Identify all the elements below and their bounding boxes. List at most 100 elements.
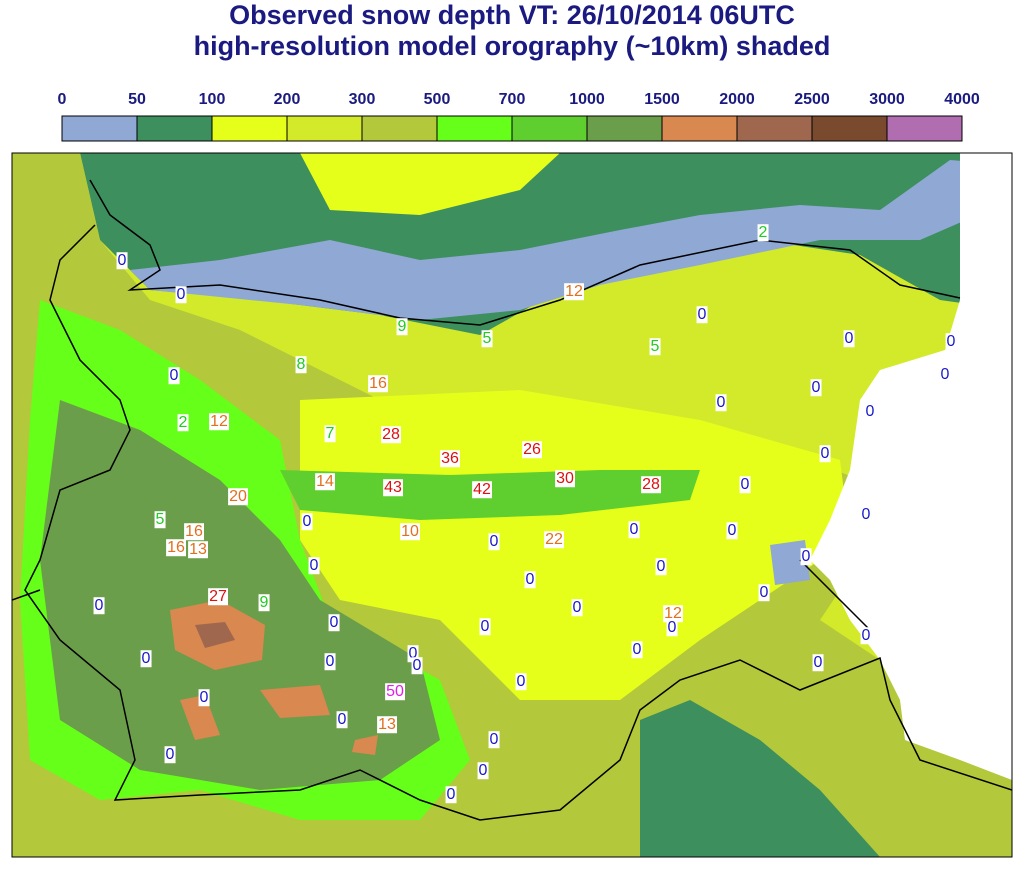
station: 5: [154, 511, 166, 529]
station-box: [479, 618, 491, 636]
station: 0: [628, 521, 640, 539]
station-value: 43: [384, 479, 402, 496]
station: 7: [324, 425, 336, 443]
station-value: 9: [398, 318, 407, 335]
station-value: 8: [297, 356, 306, 373]
station-box: [544, 531, 564, 549]
station: 0: [571, 599, 583, 617]
station-box: [555, 470, 575, 488]
station: 0: [810, 379, 822, 397]
station-box: [377, 716, 397, 734]
map-frame: [11, 152, 1013, 858]
station-box: [739, 476, 751, 494]
station-value: 0: [630, 521, 639, 538]
station-box: [324, 653, 336, 671]
station: 0: [93, 597, 105, 615]
colorbar-label: 2500: [794, 91, 830, 108]
colorbar-box: [511, 115, 588, 142]
station: 16: [184, 523, 204, 541]
station: 0: [812, 654, 824, 672]
station-box: [188, 541, 208, 559]
colorbar-label: 3000: [869, 91, 905, 108]
colorbar-box: [661, 115, 738, 142]
station-value: 2: [179, 414, 188, 431]
station-box: [407, 645, 419, 663]
station-value: 28: [382, 426, 400, 443]
station-box: [655, 558, 667, 576]
station: 0: [164, 746, 176, 764]
station-value: 0: [310, 557, 319, 574]
station-box: [315, 473, 335, 491]
station: 0: [336, 711, 348, 729]
colorbar-box: [811, 115, 888, 142]
station: 0: [819, 445, 831, 463]
station-box: [381, 426, 401, 444]
station-value: 0: [95, 597, 104, 614]
station-value: 0: [941, 366, 950, 383]
colorbar-box: [211, 115, 288, 142]
title: Observed snow depth VT: 26/10/2014 06UTC: [229, 0, 795, 30]
station-value: 0: [326, 653, 335, 670]
station: 9: [396, 318, 408, 336]
station: 0: [324, 653, 336, 671]
station-value: 0: [657, 558, 666, 575]
colorbar-label: 700: [499, 91, 526, 108]
station: 50: [385, 683, 405, 701]
station-box: [166, 539, 186, 557]
station-box: [649, 338, 661, 356]
station-value: 0: [812, 379, 821, 396]
station-value: 5: [156, 511, 165, 528]
station: 0: [945, 333, 957, 351]
station-value: 42: [473, 481, 491, 498]
station-box: [843, 330, 855, 348]
station: 10: [400, 523, 420, 541]
station-value: 0: [728, 522, 737, 539]
station-box: [819, 445, 831, 463]
station: 42: [472, 481, 492, 499]
station-value: 0: [760, 584, 769, 601]
colorbar-label: 500: [424, 91, 451, 108]
colorbar: 0 50 100 200 300 500 700 1000 1500 2000 2500 3000 40…: [58, 91, 980, 142]
station: 0: [739, 476, 751, 494]
plain: [640, 700, 880, 857]
station: 0: [696, 306, 708, 324]
station-value: 0: [698, 306, 707, 323]
station-box: [666, 619, 678, 637]
station-box: [641, 476, 661, 494]
plateau: [300, 390, 850, 700]
station: 43: [383, 479, 403, 497]
station-value: 0: [573, 599, 582, 616]
station-value: 0: [862, 506, 871, 523]
station-box: [400, 523, 420, 541]
lowland: [300, 153, 560, 215]
station-value: 0: [303, 513, 312, 530]
station: 5: [481, 330, 493, 348]
station-value: 0: [118, 252, 127, 269]
river-valley: [130, 160, 1012, 320]
station: 0: [488, 731, 500, 749]
colorbar-label: 1000: [569, 91, 605, 108]
station: 0: [758, 584, 770, 602]
station: 2: [177, 414, 189, 432]
station-value: 0: [717, 394, 726, 411]
station: 16: [166, 539, 186, 557]
station-value: 0: [517, 673, 526, 690]
station: 14: [315, 473, 335, 491]
colorbar-box: [886, 115, 963, 142]
station-box: [258, 594, 270, 612]
station-value: 14: [316, 473, 334, 490]
station-value: 0: [741, 476, 750, 493]
station-value: 10: [401, 523, 419, 540]
station: 22: [544, 531, 564, 549]
station: 0: [860, 627, 872, 645]
station-box: [663, 605, 683, 623]
station-value: 16: [167, 539, 185, 556]
station-box: [383, 479, 403, 497]
station-value: 0: [447, 786, 456, 803]
station: 0: [860, 506, 872, 524]
station: 0: [524, 571, 536, 589]
station: 0: [726, 522, 738, 540]
station-value: 0: [170, 367, 179, 384]
station: 26: [522, 441, 542, 459]
